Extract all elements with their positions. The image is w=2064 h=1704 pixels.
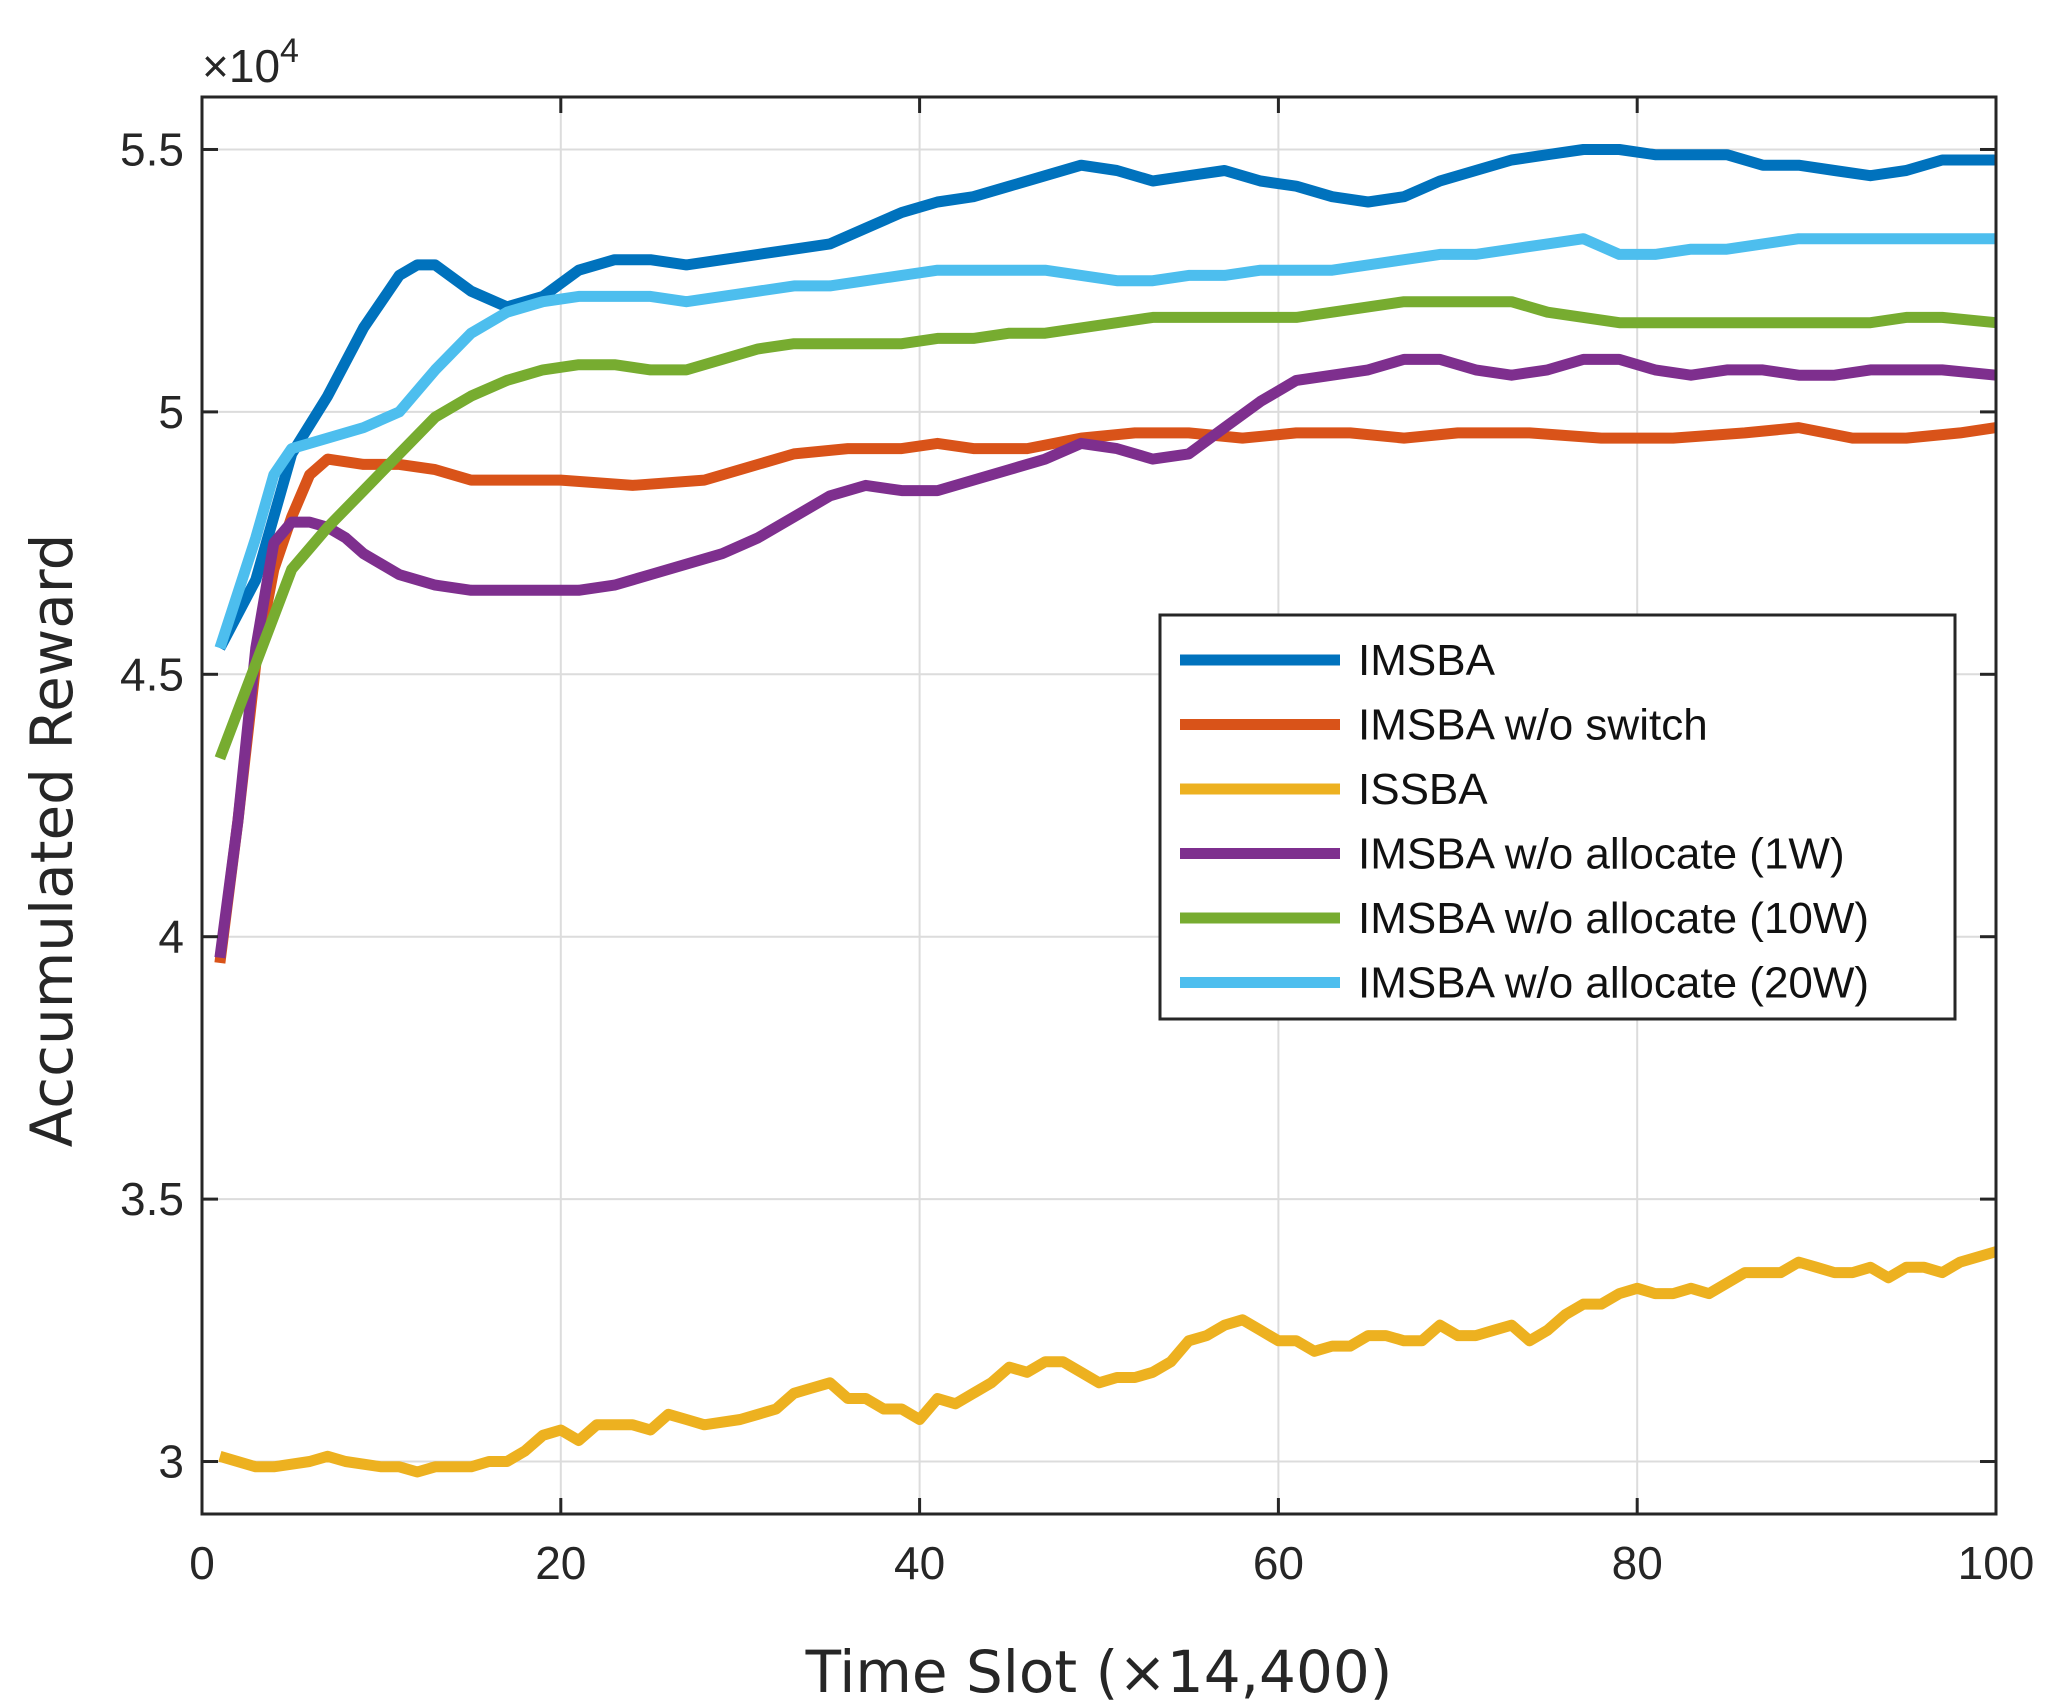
x-tick-label: 40: [894, 1537, 945, 1589]
series-line: [214, 296, 1997, 761]
y-tick-label: 3: [158, 1436, 184, 1488]
x-tick-label: 0: [189, 1537, 215, 1589]
tick-labels: 0 20 40 60 80 100 3 3.5 4 4.5 5 5.5: [120, 123, 2034, 1589]
y-tick-label: 3.5: [120, 1173, 184, 1225]
x-tick-label: 20: [535, 1537, 586, 1589]
series-line: [214, 353, 1997, 959]
axes-frame: [200, 95, 1998, 1516]
exponent-power: 4: [280, 32, 299, 70]
exponent-base: ×10: [202, 40, 280, 92]
legend-entry: IMSBA w/o allocate (10W): [1358, 894, 1869, 943]
axis-ticks: [200, 97, 1998, 1514]
y-tick-label: 5: [158, 386, 184, 438]
y-axis-label: Accumulated Reward: [18, 534, 86, 1148]
legend-entry: ISSBA: [1358, 765, 1488, 814]
legend-entry: IMSBA w/o allocate (1W): [1358, 830, 1845, 879]
series-line: [215, 144, 1996, 651]
legend: IMSBA IMSBA w/o switch ISSBA IMSBA w/o allo…: [1158, 613, 1957, 1021]
series-group: [214, 144, 1998, 1478]
x-tick-label: 80: [1612, 1537, 1663, 1589]
y-tick-label: 4: [158, 911, 184, 963]
y-exponent-label: ×104: [202, 32, 299, 92]
x-tick-label: 60: [1253, 1537, 1304, 1589]
y-tick-label: 5.5: [120, 123, 184, 175]
x-tick-label: 100: [1958, 1537, 2035, 1589]
series-line: [218, 1246, 1998, 1478]
y-tick-label: 4.5: [120, 648, 184, 700]
legend-entry: IMSBA w/o allocate (20W): [1358, 959, 1869, 1008]
legend-entry: IMSBA: [1358, 636, 1496, 685]
legend-entry: IMSBA w/o switch: [1358, 701, 1708, 750]
x-axis-label: Time Slot (×14,400): [805, 1638, 1393, 1704]
legend-box: [1158, 613, 1957, 1021]
series-line: [214, 422, 1997, 964]
series-line: [214, 233, 1996, 650]
